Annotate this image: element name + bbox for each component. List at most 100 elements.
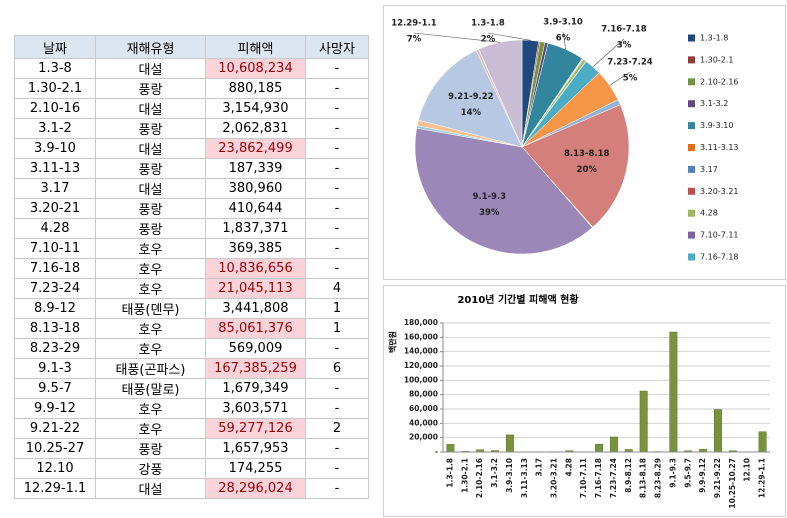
table-cell: 3,603,571 [205, 398, 306, 419]
table-cell: 59,277,126 [205, 418, 306, 439]
x-tick-label: 1.30-2.1 [460, 458, 469, 493]
y-tick-label: 120,000 [404, 361, 438, 370]
x-tick-label: 8.23-8.29 [654, 458, 663, 498]
bar-chart-title: 2010년 기간별 피해액 현황 [457, 293, 579, 306]
table-cell: 1.3-8 [14, 58, 96, 79]
table-row: 8.23-29 호우 569,009- [14, 338, 369, 359]
legend-swatch [688, 144, 695, 151]
legend-swatch [688, 165, 695, 173]
slice-label: 3.9-3.10 [543, 18, 583, 28]
legend-swatch [688, 209, 695, 217]
slice-label: 12.29-1.1 [391, 19, 437, 29]
table-row: 3.20-21 풍랑 410,644- [14, 198, 369, 219]
x-tick-label: 2.10-2.16 [475, 458, 484, 498]
table-row: 12.10 강풍 174,255- [14, 458, 369, 479]
y-tick-label: - [435, 447, 438, 456]
table-cell: 호우 [95, 278, 206, 299]
bar [595, 443, 604, 453]
slice-value-label: 2% [481, 35, 496, 45]
table-cell: 12.29-1.1 [14, 478, 96, 499]
legend-label: 3.1-3.2 [700, 99, 728, 108]
legend-swatch [688, 100, 695, 108]
legend-label: 3.9-3.10 [700, 121, 733, 130]
table-cell: 태풍(뎬무) [95, 298, 206, 319]
pie-slice [414, 127, 593, 255]
legend-swatch [688, 231, 695, 239]
bar [714, 409, 722, 453]
leader-line [487, 32, 531, 41]
bar [505, 434, 514, 453]
table-cell: 풍랑 [95, 158, 206, 179]
damage-table: 날짜 재해유형 피해액 사망자 1.3-8 대설 10,608,234-1.30-2.1 풍… [14, 35, 369, 499]
table-row: 9.9-12 호우 3,603,571- [14, 398, 369, 419]
legend-label: 3.11-3.13 [700, 143, 739, 152]
slice-label: 1.3-1.8 [471, 19, 505, 29]
y-tick-label: 180,000 [404, 318, 438, 327]
leader-line [609, 71, 631, 86]
x-tick-label: 12.29-1.1 [758, 458, 767, 498]
x-tick-label: 8.9-8.12 [624, 458, 633, 493]
x-tick-label: 3.11-3.13 [520, 458, 529, 498]
table-row: 12.29-1.1 대설 28,296,024- [14, 478, 369, 499]
x-tick-label: 1.3-1.8 [445, 458, 454, 488]
table-row: 7.16-18 호우 10,836,656- [14, 258, 369, 279]
table-cell: 28,296,024 [205, 478, 306, 499]
table-cell: 8.13-18 [14, 318, 96, 339]
y-tick-label: 60,000 [409, 404, 438, 413]
table-row: 7.23-24 호우 21,045,113 4 [14, 278, 369, 299]
y-tick-label: 160,000 [404, 332, 438, 341]
slice-label: 7.16-7.18 [601, 25, 647, 35]
slice-value-label: 5% [623, 74, 638, 84]
table-cell: 3,441,808 [205, 298, 306, 319]
table-cell: 9.9-12 [14, 398, 96, 419]
slice-value-label: 3% [617, 41, 632, 51]
slice-label: 9.21-9.22 [448, 92, 494, 102]
y-tick-label: 20,000 [409, 433, 438, 442]
legend-swatch [688, 56, 695, 64]
table-cell: 풍랑 [95, 78, 206, 99]
bar [639, 390, 648, 453]
legend-swatch [688, 187, 695, 195]
table-cell: 대설 [95, 478, 206, 499]
table-cell: 호우 [95, 258, 206, 279]
table-cell: 호우 [95, 398, 206, 419]
table-cell: 10,608,234 [205, 58, 306, 79]
table-row: 1.3-8 대설 10,608,234- [14, 58, 369, 79]
legend-label: 2.10-2.16 [700, 77, 739, 86]
table-cell: - [305, 58, 369, 79]
slice-value-label: 14% [461, 108, 482, 118]
x-tick-label: 3.20-3.21 [549, 458, 558, 498]
x-tick-label: 9.1-9.3 [668, 458, 677, 488]
table-row: 8.13-18 호우 85,061,376 1 [14, 318, 369, 339]
x-tick-label: 8.13-8.18 [639, 458, 648, 498]
y-tick-label: 80,000 [409, 390, 438, 399]
table-cell: 1,679,349 [205, 378, 306, 399]
legend: 1.3-1.8 1.30-2.1 2.10-2.16 3.1-3.2 3.9-3.10 3… [688, 34, 739, 262]
slice-value-label: 6% [556, 34, 571, 44]
table-cell: 12.10 [14, 458, 96, 479]
table-row: 3.1-2 풍랑 2,062,831- [14, 118, 369, 139]
slice-value-label: 7% [407, 35, 422, 45]
bar [609, 436, 618, 453]
x-tick-label: 7.23-7.24 [609, 458, 618, 498]
pie-slice [418, 50, 523, 148]
legend-label: 4.28 [700, 209, 718, 218]
leader-line [413, 32, 500, 43]
table-cell: 호우 [95, 338, 206, 359]
slice-label: 8.13-8.18 [564, 149, 610, 159]
slice-label: 7.23-7.24 [607, 58, 653, 68]
table-cell: 3.20-21 [14, 198, 96, 219]
x-tick-label: 9.9-9.12 [698, 458, 707, 493]
table-body: 1.3-8 대설 10,608,234-1.30-2.1 풍랑 880,185-2.10… [14, 58, 369, 499]
legend-swatch [688, 122, 695, 130]
table-cell: 1,837,371 [205, 218, 306, 239]
table-row: 9.21-22 호우 59,277,126 2 [14, 418, 369, 439]
table-row: 2.10-16 대설 3,154,930- [14, 98, 369, 119]
table-row: 8.9-12 태풍(뎬무) 3,441,808 1 [14, 298, 369, 319]
table-cell: 21,045,113 [205, 278, 306, 299]
table-cell: 569,009 [205, 338, 306, 359]
pie-slice [521, 104, 630, 228]
table-cell: 23,862,499 [205, 138, 306, 159]
x-tick-label: 7.10-7.11 [579, 458, 588, 498]
